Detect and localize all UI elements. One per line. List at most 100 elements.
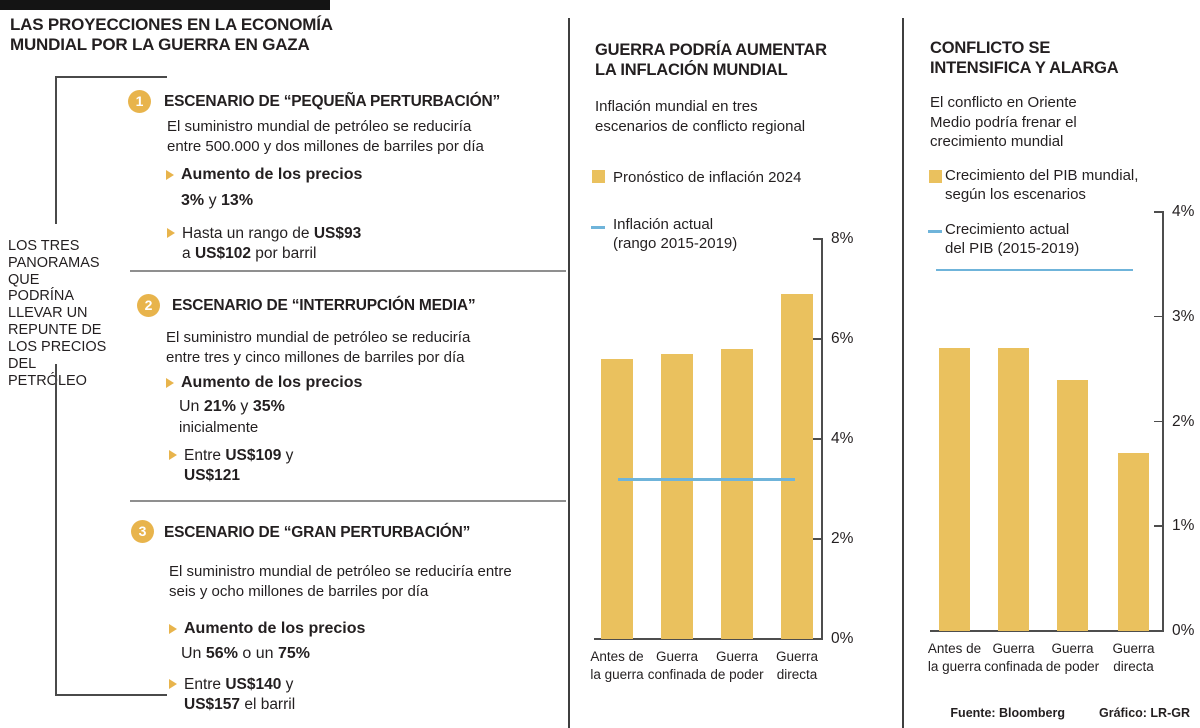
reference-line [936, 268, 1133, 272]
bar [939, 348, 970, 631]
scenario-1-price-bullet: Aumento de los precios [166, 166, 362, 184]
source-credit: Fuente: Bloomberg [950, 706, 1066, 720]
tick-mark [813, 338, 821, 340]
tick-mark [1154, 315, 1162, 318]
y-axis-line [1162, 211, 1164, 631]
scenario-2-price-title: Aumento de los precios [181, 374, 363, 391]
scenario-3-heading: ESCENARIO DE “GRAN PERTURBACIÓN” [164, 524, 471, 541]
graphic-credit: Gráfico: LR-GR [1099, 706, 1190, 720]
scenario-2-price-note: inicialmente [179, 419, 259, 436]
scenario-2-body: El suministro mundial de petróleo se red… [166, 329, 471, 366]
arrow-icon [169, 679, 177, 689]
current-inflation-legend-label: Inflación actual (rango 2015-2019) [613, 216, 738, 253]
bracket-top-horizontal [55, 76, 167, 78]
title-accent-bar [0, 0, 330, 10]
x-axis-line [930, 630, 1164, 632]
x-axis-line [594, 638, 823, 640]
arrow-icon [169, 450, 177, 460]
page-title: LAS PROYECCIONES EN LA ECONOMÍA MUNDIAL … [10, 15, 333, 55]
scenario-1-range-line1: Hasta un rango de US$93 [182, 225, 362, 242]
arrow-icon [167, 228, 175, 238]
category-label: Antes de la guerra [927, 641, 982, 674]
scenario-1-heading: ESCENARIO DE “PEQUEÑA PERTURBACIÓN” [164, 93, 501, 110]
category-label: Guerra directa [775, 649, 819, 682]
scenario-2-number: 2 [137, 294, 160, 317]
footer: Fuente: Bloomberg Gráfico: LR-GR [950, 706, 1190, 720]
bracket-label: LOS TRES PANORAMAS QUE PODRÍNA LLEVAR UN… [8, 238, 107, 389]
scenario-3-number: 3 [131, 520, 154, 543]
gdp-chart-title: CONFLICTO SE INTENSIFICA Y ALARGA [930, 39, 1119, 78]
inflation-bar-chart: 0% 2% 4% 6% 8% Antes de la guerra Guerra confi… [590, 230, 853, 682]
category-label: Guerra de poder [1045, 641, 1100, 674]
scenario-3-range-line2: US$157 el barril [184, 696, 296, 713]
arrow-icon [166, 378, 174, 388]
tick-label: 2% [831, 530, 854, 547]
scenario-1-range-line2: a US$102 por barril [182, 245, 317, 262]
scenario-3-price-values: Un 56% o un 75% [181, 645, 310, 662]
inflation-chart-subtitle: Inflación mundial en tres escenarios de … [595, 98, 806, 135]
current-gdp-legend-swatch-icon [928, 230, 942, 233]
bracket-top-vertical [55, 76, 57, 224]
column-separator-right [902, 18, 904, 728]
category-label: Guerra confinada [647, 649, 707, 682]
scenario-2-heading: ESCENARIO DE “INTERRUPCIÓN MEDIA” [172, 297, 476, 314]
tick-mark [813, 438, 821, 440]
scenario-divider-2 [130, 500, 566, 502]
category-label: Antes de la guerra [590, 649, 644, 682]
scenario-2-price-bullet: Aumento de los precios [166, 374, 362, 392]
tick-mark [813, 538, 821, 540]
scenario-1-price-values: 3% y 13% [181, 192, 254, 209]
scenario-1-price-title: Aumento de los precios [181, 166, 363, 183]
scenario-2-price-values: Un 21% y 35% [179, 398, 285, 415]
scenario-1-body: El suministro mundial de petróleo se red… [167, 118, 484, 155]
scenario-2-range-line1: Entre US$109 y [184, 447, 294, 464]
tick-label: 3% [1172, 307, 1195, 325]
bar [1057, 379, 1088, 631]
arrow-icon [166, 170, 174, 180]
tick-label: 8% [831, 230, 854, 247]
tick-label: 0% [1172, 622, 1195, 639]
column-separator-left [568, 18, 570, 728]
gdp-bar-chart: 0% 1% 2% 3% 4% Antes de la guerra Guerra confi… [928, 203, 1195, 674]
bar [781, 294, 813, 639]
tick-mark [1154, 630, 1162, 632]
bar [998, 348, 1029, 631]
arrow-icon [169, 624, 177, 634]
tick-label: 6% [831, 330, 854, 347]
gdp-growth-legend-label: Crecimiento del PIB mundial, según los e… [945, 167, 1139, 204]
tick-label: 4% [831, 430, 854, 447]
inflation-chart-title: GUERRA PODRÍA AUMENTAR LA INFLACIÓN MUND… [595, 41, 827, 80]
tick-mark [813, 638, 821, 640]
bar [721, 349, 753, 639]
scenario-1-number: 1 [128, 90, 151, 113]
category-label: Guerra directa [1112, 641, 1155, 674]
tick-label: 0% [831, 630, 854, 647]
category-label: Guerra confinada [984, 641, 1043, 674]
category-label: Guerra de poder [710, 649, 764, 682]
tick-label: 1% [1172, 517, 1195, 535]
tick-mark [813, 238, 821, 240]
scenario-2-range-bullet: Entre US$109 y US$121 [169, 446, 293, 486]
scenario-3-body: El suministro mundial de petróleo se red… [169, 563, 512, 600]
bar [1118, 452, 1149, 631]
forecast-legend-swatch-icon [592, 170, 605, 183]
tick-mark [1154, 211, 1162, 213]
scenario-divider-1 [130, 270, 566, 272]
current-inflation-legend-swatch-icon [591, 226, 605, 229]
scenario-3-price-bullet: Aumento de los precios [169, 620, 365, 638]
forecast-legend-label: Pronóstico de inflación 2024 [613, 169, 802, 186]
reference-line [618, 478, 795, 481]
scenario-3-price-title: Aumento de los precios [184, 620, 366, 637]
gdp-growth-legend-swatch-icon [929, 170, 942, 183]
bracket-bottom-horizontal [55, 694, 167, 696]
tick-mark [1154, 525, 1162, 527]
current-gdp-legend-label: Crecimiento actual del PIB (2015-2019) [945, 221, 1080, 258]
tick-label: 2% [1172, 412, 1195, 430]
bracket-bottom-vertical [55, 364, 57, 696]
scenario-3-range-bullet: Entre US$140 y US$157 el barril [169, 675, 295, 715]
tick-label: 4% [1172, 203, 1195, 220]
y-axis-line [821, 238, 823, 639]
tick-mark [1154, 420, 1162, 422]
scenario-1-range-bullet: Hasta un rango de US$93 a US$102 por bar… [167, 224, 361, 264]
